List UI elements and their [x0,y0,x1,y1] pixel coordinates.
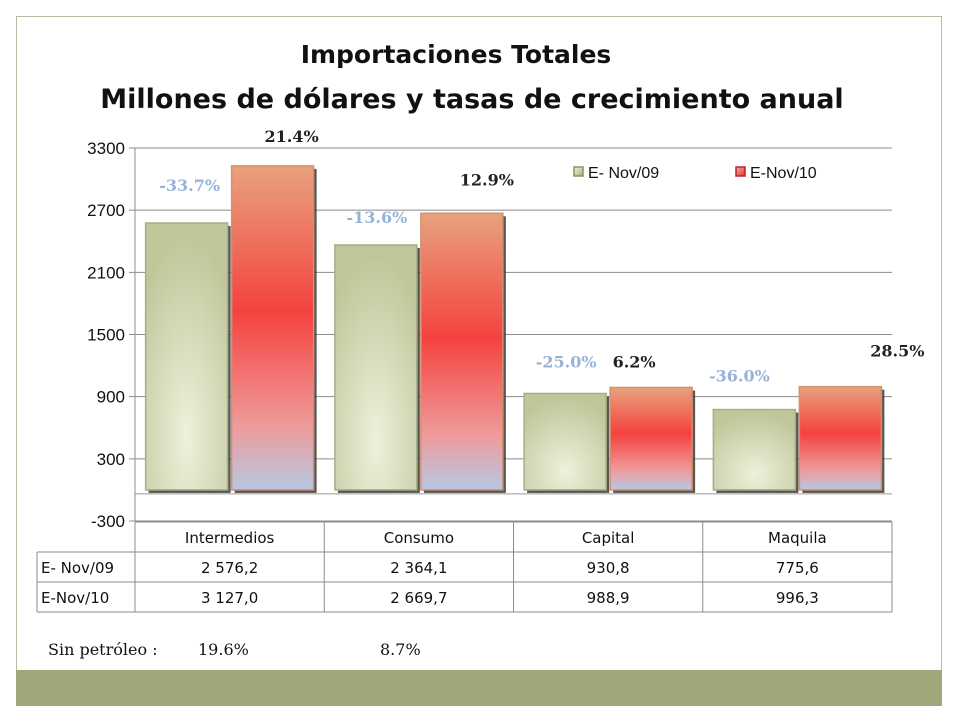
chart-subtitle: Millones de dólares y tasas de crecimien… [100,84,844,115]
footnote-label: Sin petróleo : [48,640,158,659]
row-label: E- Nov/09 [41,559,114,577]
bar-enov10-capital [609,386,693,491]
y-tick-label: 2100 [87,263,125,282]
y-tick-label: -300 [91,512,125,531]
y-tick-label: 300 [97,450,125,469]
table-value: 2 576,2 [201,559,258,577]
bar-enov09-capital [523,392,607,491]
table-value: 775,6 [776,559,819,577]
growth-label: 28.5% [870,342,924,361]
y-tick-label: 900 [97,388,125,407]
bar-enov09-maquila [712,408,797,491]
category-label: Maquila [768,529,827,547]
growth-label: 21.4% [265,127,319,146]
table-value: 3 127,0 [201,589,258,607]
footer-bar [16,670,942,706]
bars-layer [144,165,885,493]
bar-enov10-intermedios [230,165,315,491]
legend-swatch [735,166,746,177]
labels-layer: -33.7% 21.4% -13.6% 12.9% -25.0% 6.2% -36.0% 28… [159,127,924,386]
growth-label: 12.9% [460,170,514,189]
data-table: Intermedios Consumo Capital Maquila E- Nov/0… [36,521,893,613]
legend-label: E- Nov/09 [588,165,659,182]
y-tick-label: 2700 [87,201,125,220]
bar-enov10-maquila [798,385,883,491]
legend: E- Nov/09 E-Nov/10 [573,165,817,182]
row-label: E-Nov/10 [41,589,109,607]
growth-label: -13.6% [346,208,407,227]
bar-enov09-consumo [334,244,418,491]
growth-label: 6.2% [613,352,656,371]
table-value: 930,8 [587,559,630,577]
table-value: 988,9 [587,589,630,607]
y-tick-label: 1500 [87,326,125,345]
bar-enov09-intermedios [144,222,229,491]
y-tick-label: 3300 [87,139,125,158]
bar-enov10-consumo [420,212,504,491]
table-value: 2 364,1 [390,559,447,577]
table-value: 2 669,7 [390,589,447,607]
footnote-value-nov10: 8.7% [380,640,421,659]
growth-label: -25.0% [536,352,597,371]
growth-label: -33.7% [159,176,220,195]
chart-title: Importaciones Totales [300,40,612,69]
growth-label: -36.0% [709,367,770,386]
footnote-value-nov09: 19.6% [198,640,249,659]
legend-swatch [573,166,584,177]
category-label: Consumo [384,529,454,547]
category-label: Capital [582,529,635,547]
axis-layer: -300 300 900 1500 2100 2700 3300 [87,139,136,531]
table-value: 996,3 [776,589,819,607]
category-label: Intermedios [185,529,275,547]
legend-label: E-Nov/10 [750,165,817,182]
